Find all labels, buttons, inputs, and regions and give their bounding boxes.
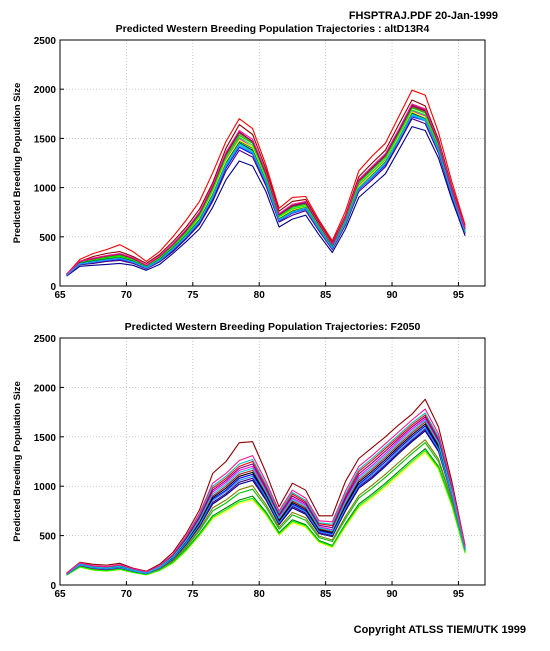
series-line-15 [66, 416, 466, 575]
series-line-1 [66, 99, 466, 275]
series-line-6 [66, 126, 466, 277]
x-tick-label: 85 [320, 290, 332, 301]
chart-panel-2: 65 70 75 80 85 90 95 0 500 1000 1500 2000 2500 Predic… [12, 321, 486, 600]
series-line-12 [66, 109, 466, 276]
copyright-notice: Copyright ATLSS TIEM/UTK 1999 [353, 624, 526, 636]
x-tick-label: 95 [453, 290, 465, 301]
series-line-18 [66, 408, 466, 574]
y-tick-label: 1500 [34, 134, 57, 145]
y-tick-label: 2500 [34, 36, 57, 47]
plot-area [60, 40, 485, 286]
x-tick-label: 65 [54, 290, 66, 301]
series-line-17 [66, 427, 466, 575]
x-tick-label: 90 [386, 290, 398, 301]
series-line-15 [66, 105, 466, 275]
chart-panel-1: 65 70 75 80 85 90 95 0 500 1000 1500 2000 2500 Predic… [12, 23, 486, 301]
x-tick-label: 80 [254, 290, 266, 301]
series-line-16 [66, 419, 466, 575]
x-tick-label: 80 [254, 589, 266, 600]
series-line-14 [66, 118, 466, 277]
chart-title: Predicted Western Breeding Population Tr… [116, 23, 430, 35]
y-axis-label: Predicted Breeding Population Size [12, 381, 23, 541]
y-tick-label: 500 [39, 233, 56, 244]
y-tick-label: 2500 [34, 334, 57, 345]
x-tick-label: 95 [453, 589, 465, 600]
plot-frame [59, 39, 486, 287]
y-tick-label: 0 [50, 282, 56, 293]
series-line-2 [66, 89, 466, 275]
y-tick-label: 1000 [34, 184, 57, 195]
x-tick-label: 75 [187, 589, 199, 600]
x-tick-label: 85 [320, 589, 332, 600]
x-tick-label: 70 [121, 589, 133, 600]
y-tick-label: 2000 [34, 383, 57, 394]
chart-title: Predicted Western Breeding Population Tr… [125, 321, 421, 333]
series-line-17 [66, 115, 466, 276]
plot-area [60, 338, 485, 585]
series-line-12 [66, 450, 466, 576]
series-line-18 [66, 103, 466, 275]
y-tick-label: 2000 [34, 85, 57, 96]
x-tick-label: 65 [54, 589, 66, 600]
x-tick-label: 75 [187, 290, 199, 301]
x-tick-label: 70 [121, 290, 133, 301]
file-stamp: FHSPTRAJ.PDF 20-Jan-1999 [348, 10, 498, 22]
y-axis-label: Predicted Breeding Population Size [12, 83, 23, 243]
plot-frame [59, 337, 486, 586]
y-tick-label: 1500 [34, 433, 57, 444]
series-line-16 [66, 113, 466, 276]
y-tick-label: 0 [50, 581, 56, 592]
y-tick-label: 1000 [34, 482, 57, 493]
y-tick-label: 500 [39, 532, 56, 543]
x-tick-label: 90 [386, 589, 398, 600]
